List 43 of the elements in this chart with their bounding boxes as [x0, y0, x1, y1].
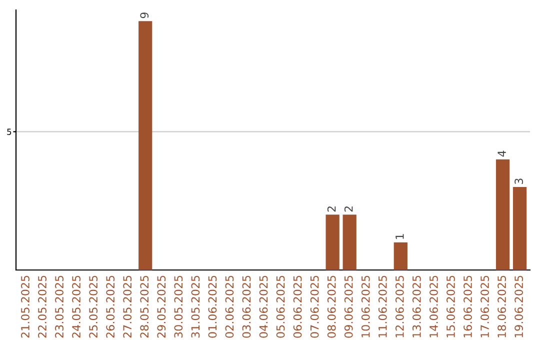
x-tick-label: 31.05.2025 [191, 276, 200, 338]
x-tick-label: 16.06.2025 [464, 276, 472, 338]
bar [512, 187, 527, 270]
x-tick-label: 21.05.2025 [21, 276, 30, 338]
x-tick-label: 27.05.2025 [123, 276, 132, 338]
x-tick-label: 25.05.2025 [89, 276, 98, 338]
x-tick-label: 12.06.2025 [395, 276, 404, 338]
x-tick-label: 15.06.2025 [446, 276, 455, 338]
x-tick-label: 05.06.2025 [276, 276, 285, 338]
x-tick-label: 04.06.2025 [259, 276, 268, 338]
x-tick-label: 07.06.2025 [310, 276, 319, 338]
x-tick-label: 22.05.2025 [38, 276, 46, 338]
x-tick-label: 17.06.2025 [480, 276, 489, 338]
x-tick-label: 10.06.2025 [361, 276, 370, 338]
x-tick-label: 02.06.2025 [225, 276, 234, 338]
data-label: 4 [498, 150, 506, 157]
data-label: 9 [140, 12, 149, 18]
x-tick-label: 01.06.2025 [208, 276, 217, 338]
x-tick-label: 06.06.2025 [293, 276, 302, 338]
x-tick-label: 18.06.2025 [498, 276, 506, 338]
x-tick-label: 29.05.2025 [157, 276, 166, 338]
x-tick-label: 28.05.2025 [140, 276, 149, 338]
bar [394, 242, 408, 270]
x-tick-label: 26.05.2025 [106, 276, 115, 338]
x-tick-label: 11.06.2025 [378, 276, 387, 338]
x-tick-label: 14.06.2025 [430, 276, 438, 338]
bar [496, 159, 510, 270]
data-label: 2 [327, 206, 336, 212]
data-label: 3 [514, 178, 524, 184]
x-tick-label: 09.06.2025 [344, 276, 353, 338]
x-tick-label: 03.06.2025 [242, 276, 251, 338]
x-tick-label: 23.05.2025 [55, 276, 64, 338]
y-tick-label: 5 [7, 128, 12, 135]
x-tick-label: 30.05.2025 [174, 276, 183, 338]
x-tick-label: 19.06.2025 [514, 276, 524, 338]
data-label: 1 [396, 234, 404, 239]
x-tick-label: 13.06.2025 [412, 276, 421, 338]
data-label: 2 [344, 206, 353, 212]
x-tick-label: 08.06.2025 [327, 276, 336, 338]
bar [326, 214, 340, 270]
x-tick-label: 24.05.2025 [72, 276, 80, 338]
bar [138, 21, 152, 270]
bar [342, 214, 356, 270]
